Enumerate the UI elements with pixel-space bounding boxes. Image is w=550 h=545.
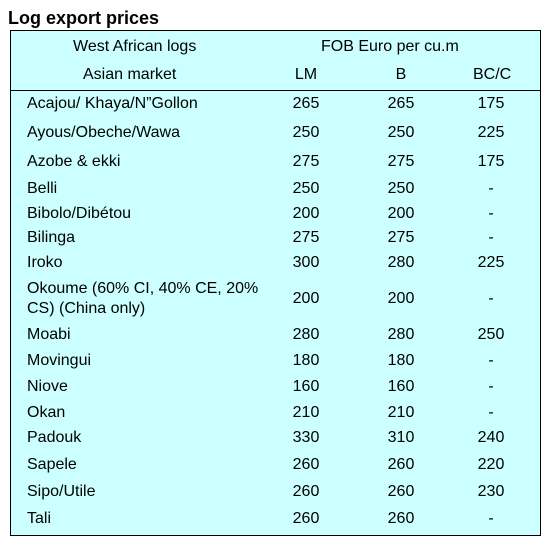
row-bcc: -: [488, 404, 494, 421]
row-b: 260: [387, 510, 415, 527]
row-b: 250: [387, 124, 415, 141]
row-name: Iroko: [27, 254, 63, 271]
row-lm: 250: [292, 180, 320, 197]
row-bcc: -: [488, 352, 494, 369]
row-b: 310: [387, 429, 415, 446]
row-lm: 330: [292, 429, 320, 446]
row-name: Bibolo/Dibétou: [27, 205, 132, 222]
row-bcc: -: [488, 229, 494, 246]
row-lm: 160: [292, 378, 320, 395]
row-b: 260: [387, 456, 415, 473]
row-bcc: -: [488, 180, 494, 197]
header-fob-euro: FOB Euro per cu.m: [321, 38, 459, 55]
row-b: 210: [387, 404, 415, 421]
header-west-african-logs: West African logs: [73, 38, 197, 55]
row-name: Sapele: [27, 456, 77, 473]
row-bcc: -: [488, 290, 494, 307]
row-name: Okan: [27, 404, 66, 421]
row-name: Belli: [27, 180, 58, 197]
row-lm: 180: [292, 352, 320, 369]
row-name: Azobe & ekki: [27, 153, 121, 170]
row-b: 275: [387, 229, 415, 246]
row-lm: 280: [292, 326, 320, 343]
row-name: Okoume (60% CI, 40% CE, 20% CS) (China o…: [27, 280, 259, 317]
row-name: Ayous/Obeche/Wawa: [27, 124, 180, 141]
row-b: 260: [387, 483, 415, 500]
row-name: Acajou/ Khaya/N”Gollon: [27, 95, 198, 112]
row-b: 280: [387, 326, 415, 343]
row-bcc: -: [488, 205, 494, 222]
row-lm: 265: [292, 95, 320, 112]
row-name: Moabi: [27, 326, 71, 343]
row-b: 275: [387, 153, 415, 170]
row-bcc: 240: [477, 429, 505, 446]
row-name: Bilinga: [27, 229, 76, 246]
header-col-b: B: [395, 66, 407, 83]
row-bcc: 225: [477, 124, 505, 141]
row-bcc: 230: [477, 483, 505, 500]
row-name: Tali: [27, 510, 52, 527]
row-b: 250: [387, 180, 415, 197]
row-lm: 260: [292, 483, 320, 500]
row-name: Sipo/Utile: [27, 483, 96, 500]
row-lm: 210: [292, 404, 320, 421]
row-bcc: 175: [477, 95, 505, 112]
row-lm: 300: [292, 254, 320, 271]
row-b: 200: [387, 290, 415, 307]
row-bcc: 220: [477, 456, 505, 473]
row-bcc: -: [488, 378, 494, 395]
row-b: 180: [387, 352, 415, 369]
row-name: Movingui: [27, 352, 92, 369]
row-name: Padouk: [27, 429, 82, 446]
row-lm: 260: [292, 456, 320, 473]
row-bcc: 250: [477, 326, 505, 343]
row-bcc: 175: [477, 153, 505, 170]
row-lm: 260: [292, 510, 320, 527]
row-name: Niove: [27, 378, 68, 395]
row-lm: 200: [292, 205, 320, 222]
row-b: 265: [387, 95, 415, 112]
header-col-lm: LM: [294, 66, 318, 83]
row-lm: 200: [292, 290, 320, 307]
row-b: 160: [387, 378, 415, 395]
price-table: West African logs Asian market FOB Euro …: [10, 30, 541, 536]
table-header: West African logs Asian market FOB Euro …: [11, 31, 540, 91]
header-asian-market: Asian market: [83, 66, 177, 83]
row-lm: 275: [292, 229, 320, 246]
row-lm: 250: [292, 124, 320, 141]
row-b: 280: [387, 254, 415, 271]
page-title: Log export prices: [8, 8, 160, 28]
row-bcc: 225: [477, 254, 505, 271]
row-b: 200: [387, 205, 415, 222]
row-bcc: -: [488, 510, 494, 527]
header-col-bcc: BC/C: [473, 66, 512, 83]
row-lm: 275: [292, 153, 320, 170]
